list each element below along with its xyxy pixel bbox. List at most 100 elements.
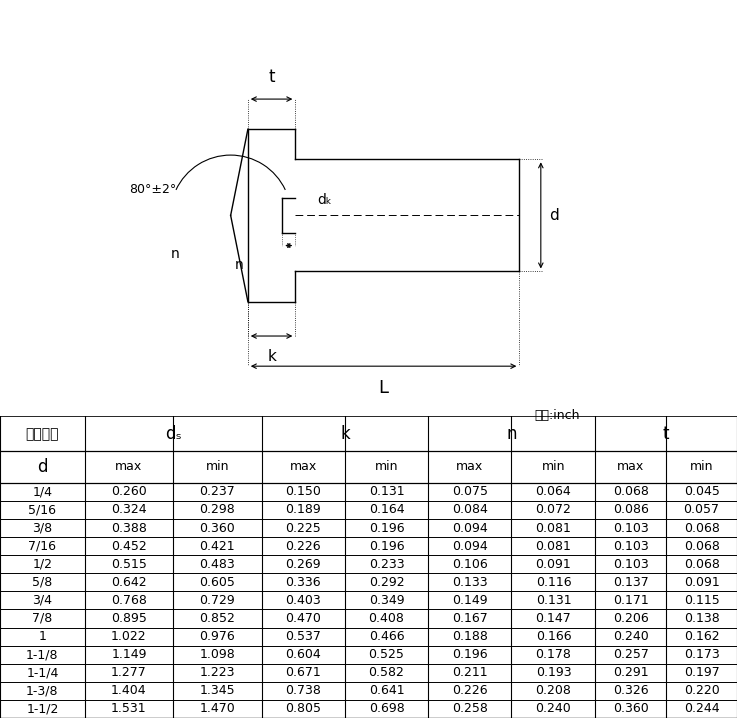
- Text: 0.226: 0.226: [285, 540, 321, 553]
- Text: 1/2: 1/2: [32, 558, 52, 571]
- Text: min: min: [690, 460, 713, 473]
- Text: 0.045: 0.045: [684, 485, 719, 498]
- Text: 0.738: 0.738: [285, 684, 321, 697]
- Text: 1.470: 1.470: [200, 702, 235, 715]
- Text: 0.258: 0.258: [452, 702, 488, 715]
- Text: 0.324: 0.324: [111, 503, 147, 516]
- Text: 0.642: 0.642: [111, 576, 147, 589]
- Text: 0.483: 0.483: [200, 558, 235, 571]
- Text: 0.115: 0.115: [684, 594, 719, 607]
- Text: 0.233: 0.233: [368, 558, 405, 571]
- Text: 0.116: 0.116: [536, 576, 571, 589]
- Text: 单位:inch: 单位:inch: [534, 409, 579, 422]
- Text: n: n: [170, 247, 179, 261]
- Text: L: L: [379, 379, 388, 397]
- Text: 0.349: 0.349: [368, 594, 405, 607]
- Text: 1.277: 1.277: [111, 666, 147, 679]
- Text: 0.525: 0.525: [368, 648, 405, 661]
- Text: 0.291: 0.291: [613, 666, 649, 679]
- Text: 3/4: 3/4: [32, 594, 52, 607]
- Text: 80°±2°: 80°±2°: [130, 183, 177, 196]
- Text: 0.131: 0.131: [536, 594, 571, 607]
- Text: 0.852: 0.852: [200, 612, 235, 625]
- Text: 0.064: 0.064: [536, 485, 571, 498]
- Text: t: t: [268, 68, 275, 86]
- Text: 0.196: 0.196: [452, 648, 488, 661]
- Text: n: n: [235, 258, 243, 272]
- Text: 1-1/2: 1-1/2: [27, 702, 58, 715]
- Text: 0.075: 0.075: [452, 485, 488, 498]
- Text: 0.641: 0.641: [368, 684, 405, 697]
- Text: 0.604: 0.604: [285, 648, 321, 661]
- Text: 0.244: 0.244: [684, 702, 719, 715]
- Text: 0.582: 0.582: [368, 666, 405, 679]
- Text: 0.360: 0.360: [613, 702, 649, 715]
- Text: 1.098: 1.098: [200, 648, 235, 661]
- Text: 1.223: 1.223: [200, 666, 235, 679]
- Text: 0.605: 0.605: [200, 576, 235, 589]
- Text: 0.671: 0.671: [285, 666, 321, 679]
- Text: dₖ: dₖ: [317, 193, 332, 207]
- Text: 0.166: 0.166: [536, 630, 571, 643]
- Text: 0.698: 0.698: [368, 702, 405, 715]
- Text: 0.193: 0.193: [536, 666, 571, 679]
- Text: 0.421: 0.421: [200, 540, 235, 553]
- Text: 0.103: 0.103: [613, 558, 649, 571]
- Text: 0.298: 0.298: [200, 503, 235, 516]
- Text: 0.094: 0.094: [452, 540, 488, 553]
- Text: 0.149: 0.149: [452, 594, 488, 607]
- Text: max: max: [290, 460, 317, 473]
- Text: k: k: [267, 349, 276, 364]
- Text: 0.103: 0.103: [613, 521, 649, 534]
- Text: max: max: [116, 460, 142, 473]
- Text: 0.091: 0.091: [536, 558, 571, 571]
- Text: min: min: [206, 460, 229, 473]
- Text: 0.388: 0.388: [111, 521, 147, 534]
- Text: 公称直径: 公称直径: [26, 426, 59, 441]
- Text: 0.226: 0.226: [452, 684, 488, 697]
- Text: 0.081: 0.081: [536, 521, 571, 534]
- Text: 0.208: 0.208: [536, 684, 571, 697]
- Text: 0.403: 0.403: [285, 594, 321, 607]
- Text: 0.196: 0.196: [368, 540, 405, 553]
- Text: 0.452: 0.452: [111, 540, 147, 553]
- Text: 0.292: 0.292: [368, 576, 405, 589]
- Text: 0.240: 0.240: [613, 630, 649, 643]
- Text: max: max: [456, 460, 483, 473]
- Text: 0.976: 0.976: [200, 630, 235, 643]
- Text: 0.269: 0.269: [285, 558, 321, 571]
- Text: k: k: [340, 425, 350, 443]
- Text: 0.408: 0.408: [368, 612, 405, 625]
- Text: min: min: [375, 460, 398, 473]
- Text: 0.057: 0.057: [684, 503, 719, 516]
- Text: 0.171: 0.171: [613, 594, 649, 607]
- Text: 0.895: 0.895: [111, 612, 147, 625]
- Text: 0.106: 0.106: [452, 558, 488, 571]
- Text: 0.068: 0.068: [684, 521, 719, 534]
- Text: 0.137: 0.137: [613, 576, 649, 589]
- Text: d: d: [37, 458, 48, 476]
- Text: 0.091: 0.091: [684, 576, 719, 589]
- Text: 0.326: 0.326: [613, 684, 649, 697]
- Text: 7/16: 7/16: [29, 540, 56, 553]
- Text: 0.164: 0.164: [368, 503, 405, 516]
- Text: 0.162: 0.162: [684, 630, 719, 643]
- Text: dₛ: dₛ: [165, 425, 181, 443]
- Text: min: min: [542, 460, 565, 473]
- Text: 0.466: 0.466: [368, 630, 405, 643]
- Text: 0.197: 0.197: [684, 666, 719, 679]
- Text: 0.188: 0.188: [452, 630, 488, 643]
- Text: 1-1/8: 1-1/8: [26, 648, 59, 661]
- Text: 0.211: 0.211: [452, 666, 488, 679]
- Text: 7/8: 7/8: [32, 612, 52, 625]
- Text: 0.150: 0.150: [285, 485, 321, 498]
- Text: 0.336: 0.336: [285, 576, 321, 589]
- Text: 0.084: 0.084: [452, 503, 488, 516]
- Text: 0.220: 0.220: [684, 684, 719, 697]
- Text: 0.257: 0.257: [613, 648, 649, 661]
- Text: 0.515: 0.515: [111, 558, 147, 571]
- Text: 0.360: 0.360: [200, 521, 235, 534]
- Text: 0.131: 0.131: [368, 485, 405, 498]
- Text: 0.805: 0.805: [285, 702, 321, 715]
- Text: 1: 1: [38, 630, 46, 643]
